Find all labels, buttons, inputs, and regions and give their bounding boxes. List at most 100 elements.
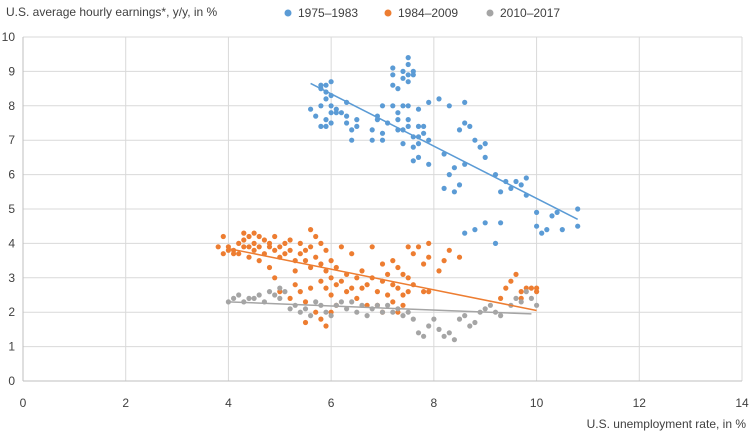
data-point-2010-2017 <box>266 289 273 295</box>
data-point-1984-2009 <box>266 244 273 250</box>
data-point-1975-1983 <box>369 137 375 143</box>
data-point-1984-2009 <box>426 240 432 246</box>
data-point-1975-1983 <box>436 96 442 102</box>
data-point-1975-1983 <box>415 106 422 112</box>
data-point-1984-2009 <box>410 251 416 257</box>
data-point-1975-1983 <box>379 137 386 143</box>
data-point-1984-2009 <box>405 275 411 281</box>
data-point-1975-1983 <box>379 130 386 136</box>
data-point-1984-2009 <box>246 254 252 260</box>
data-point-1975-1983 <box>426 161 432 167</box>
data-point-1984-2009 <box>272 247 278 253</box>
data-point-2010-2017 <box>354 309 360 315</box>
data-point-1984-2009 <box>302 258 309 264</box>
data-point-1975-1983 <box>508 185 514 191</box>
data-point-1975-1983 <box>410 144 416 150</box>
data-point-2010-2017 <box>390 309 396 315</box>
data-point-1984-2009 <box>302 319 309 326</box>
data-point-1984-2009 <box>220 233 226 240</box>
data-point-1975-1983 <box>446 103 452 109</box>
data-point-1975-1983 <box>323 82 329 88</box>
data-point-1984-2009 <box>241 230 247 236</box>
data-point-1984-2009 <box>508 278 514 284</box>
data-point-1984-2009 <box>287 247 293 253</box>
data-point-1984-2009 <box>297 251 303 257</box>
data-point-1975-1983 <box>421 123 427 129</box>
x-tick-label: 0 <box>20 396 27 410</box>
data-point-1984-2009 <box>354 275 360 281</box>
data-point-2010-2017 <box>364 313 370 319</box>
data-point-1975-1983 <box>338 110 344 116</box>
data-point-1984-2009 <box>323 323 329 329</box>
data-point-1984-2009 <box>436 268 442 274</box>
data-point-1975-1983 <box>349 127 355 133</box>
data-point-1975-1983 <box>400 75 406 81</box>
y-tick-label: 2 <box>8 305 15 319</box>
data-point-1975-1983 <box>482 154 488 160</box>
data-point-1975-1983 <box>405 103 411 109</box>
legend: 1975–1983 1984–2009 2010–2017 <box>284 6 561 20</box>
data-point-1975-1983 <box>472 137 478 143</box>
y-tick-label: 5 <box>8 202 15 216</box>
data-point-1975-1983 <box>333 110 339 116</box>
axes <box>22 37 742 382</box>
data-point-1975-1983 <box>441 185 447 191</box>
data-point-1984-2009 <box>369 244 375 250</box>
data-point-2010-2017 <box>272 292 278 298</box>
data-point-1975-1983 <box>390 103 396 109</box>
data-point-1975-1983 <box>313 113 319 119</box>
trendline-2010-2017 <box>228 301 532 315</box>
legend-label-1975-1983: 1975–1983 <box>298 6 358 20</box>
data-point-1975-1983 <box>328 120 334 126</box>
data-point-1984-2009 <box>272 233 278 240</box>
data-point-1975-1983 <box>390 82 396 88</box>
data-point-2010-2017 <box>251 295 257 301</box>
legend-item-1984-2009[interactable]: 1984–2009 <box>384 6 459 20</box>
data-point-1975-1983 <box>323 117 329 123</box>
data-point-2010-2017 <box>421 333 427 339</box>
data-point-1975-1983 <box>405 61 411 68</box>
data-point-1975-1983 <box>344 120 350 126</box>
data-point-1975-1983 <box>482 141 488 147</box>
data-point-1984-2009 <box>318 278 324 284</box>
data-point-1984-2009 <box>282 251 288 257</box>
data-point-1984-2009 <box>308 285 314 291</box>
data-point-1984-2009 <box>318 240 324 246</box>
data-point-1984-2009 <box>426 254 432 260</box>
y-tick-label: 10 <box>2 30 16 44</box>
data-point-1975-1983 <box>477 144 483 150</box>
data-point-2010-2017 <box>431 316 437 322</box>
data-point-1975-1983 <box>426 99 432 105</box>
data-point-1984-2009 <box>328 275 334 281</box>
data-point-1984-2009 <box>302 247 309 253</box>
data-point-1984-2009 <box>400 292 406 298</box>
data-point-2010-2017 <box>256 292 262 298</box>
data-point-1975-1983 <box>462 120 468 126</box>
legend-item-2010-2017[interactable]: 2010–2017 <box>486 6 561 20</box>
data-point-2010-2017 <box>528 295 535 301</box>
data-point-2010-2017 <box>333 302 339 308</box>
data-point-2010-2017 <box>446 330 452 336</box>
data-point-1984-2009 <box>215 244 221 250</box>
legend-label-2010-2017: 2010–2017 <box>500 6 560 20</box>
data-point-1975-1983 <box>467 123 473 129</box>
data-point-1984-2009 <box>313 254 319 260</box>
legend-item-1975-1983[interactable]: 1975–1983 <box>284 6 359 20</box>
data-point-1984-2009 <box>231 251 237 257</box>
data-point-1984-2009 <box>277 244 283 250</box>
data-point-2010-2017 <box>297 309 303 315</box>
data-point-1984-2009 <box>246 233 252 240</box>
data-point-1975-1983 <box>415 123 422 129</box>
data-point-1975-1983 <box>539 230 545 236</box>
data-point-1984-2009 <box>415 244 422 250</box>
y-axis-label: U.S. average hourly earnings*, y/y, in % <box>6 5 218 19</box>
y-tick-label: 4 <box>8 236 15 250</box>
data-point-1975-1983 <box>328 110 334 116</box>
data-point-2010-2017 <box>379 309 386 315</box>
legend-marker-1975-1983 <box>284 9 292 17</box>
data-point-1984-2009 <box>426 289 432 295</box>
data-point-2010-2017 <box>400 313 406 319</box>
data-point-1975-1983 <box>446 172 452 178</box>
